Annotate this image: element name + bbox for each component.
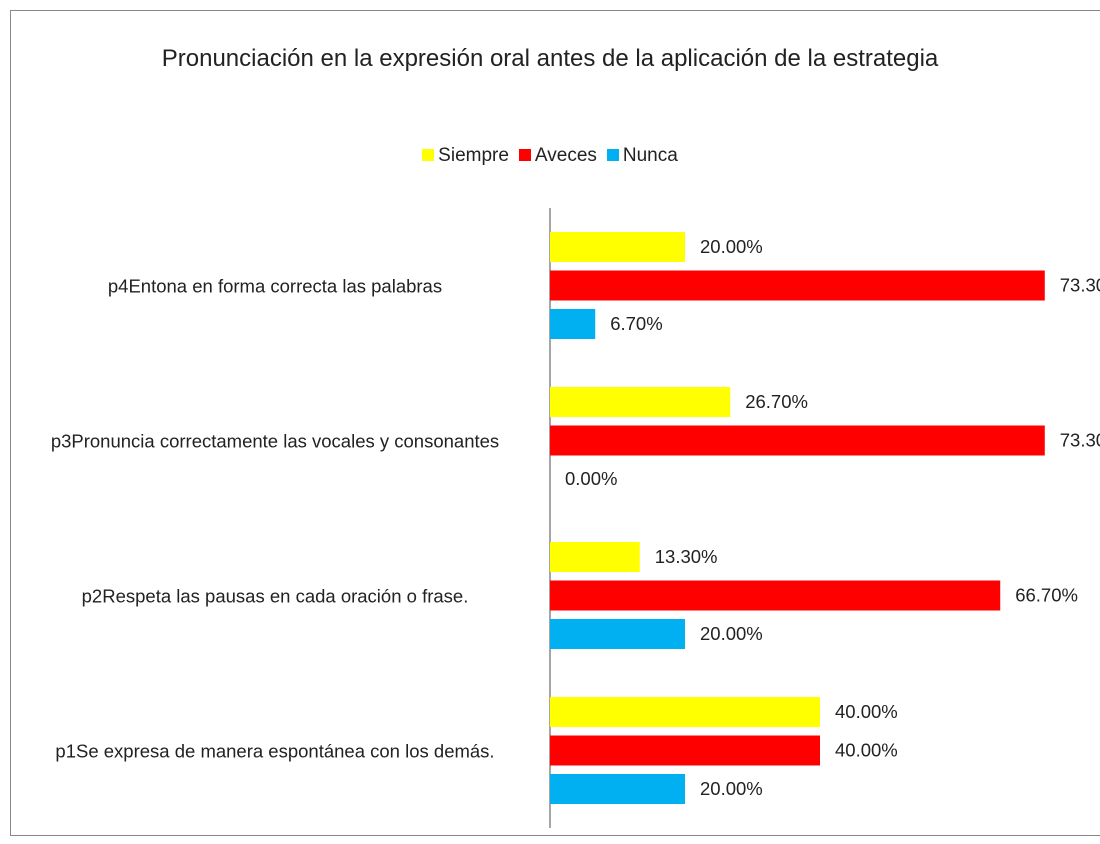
legend-item: Nunca <box>606 145 678 167</box>
bar <box>550 387 731 417</box>
bar <box>550 270 1045 301</box>
bar <box>550 542 640 572</box>
category-label: p3Pronuncia correctamente las vocales y … <box>50 430 500 451</box>
bar <box>550 232 685 262</box>
bar <box>550 735 820 766</box>
data-label: 13.30% <box>655 546 718 567</box>
data-label: 6.70% <box>610 313 662 334</box>
chart-frame <box>10 10 1100 836</box>
legend-swatch <box>422 149 435 161</box>
legend: Siempre Aveces Nunca <box>0 145 1100 167</box>
data-label: 20.00% <box>700 236 763 257</box>
bar <box>550 697 820 727</box>
chart-title: Pronunciación en la expresión oral antes… <box>161 45 939 72</box>
data-label: 73.30% <box>1060 429 1100 450</box>
data-label: 40.00% <box>835 701 898 722</box>
data-label: 73.30% <box>1060 274 1100 295</box>
category-label: p4Entona en forma correcta las palabras <box>107 275 443 296</box>
legend-swatch <box>606 149 619 161</box>
data-label: 40.00% <box>835 739 898 760</box>
legend-label: Siempre <box>438 145 509 166</box>
legend-item: Aveces <box>518 145 597 167</box>
bar <box>550 619 685 649</box>
data-label: 20.00% <box>700 623 763 644</box>
data-label: 0.00% <box>565 468 617 489</box>
bar <box>550 580 1001 611</box>
legend-item: Siempre <box>422 145 509 167</box>
category-label: p1Se expresa de manera espontánea con lo… <box>55 740 495 761</box>
legend-label: Nunca <box>622 145 678 166</box>
bar <box>550 425 1045 456</box>
data-label: 20.00% <box>700 778 763 799</box>
data-label: 66.70% <box>1015 584 1078 605</box>
bar <box>550 774 685 804</box>
data-label: 26.70% <box>745 391 808 412</box>
bar <box>550 309 596 339</box>
category-label: p2Respeta las pausas en cada oración o f… <box>81 585 469 606</box>
legend-label: Aveces <box>534 145 597 166</box>
legend-swatch <box>518 149 531 161</box>
